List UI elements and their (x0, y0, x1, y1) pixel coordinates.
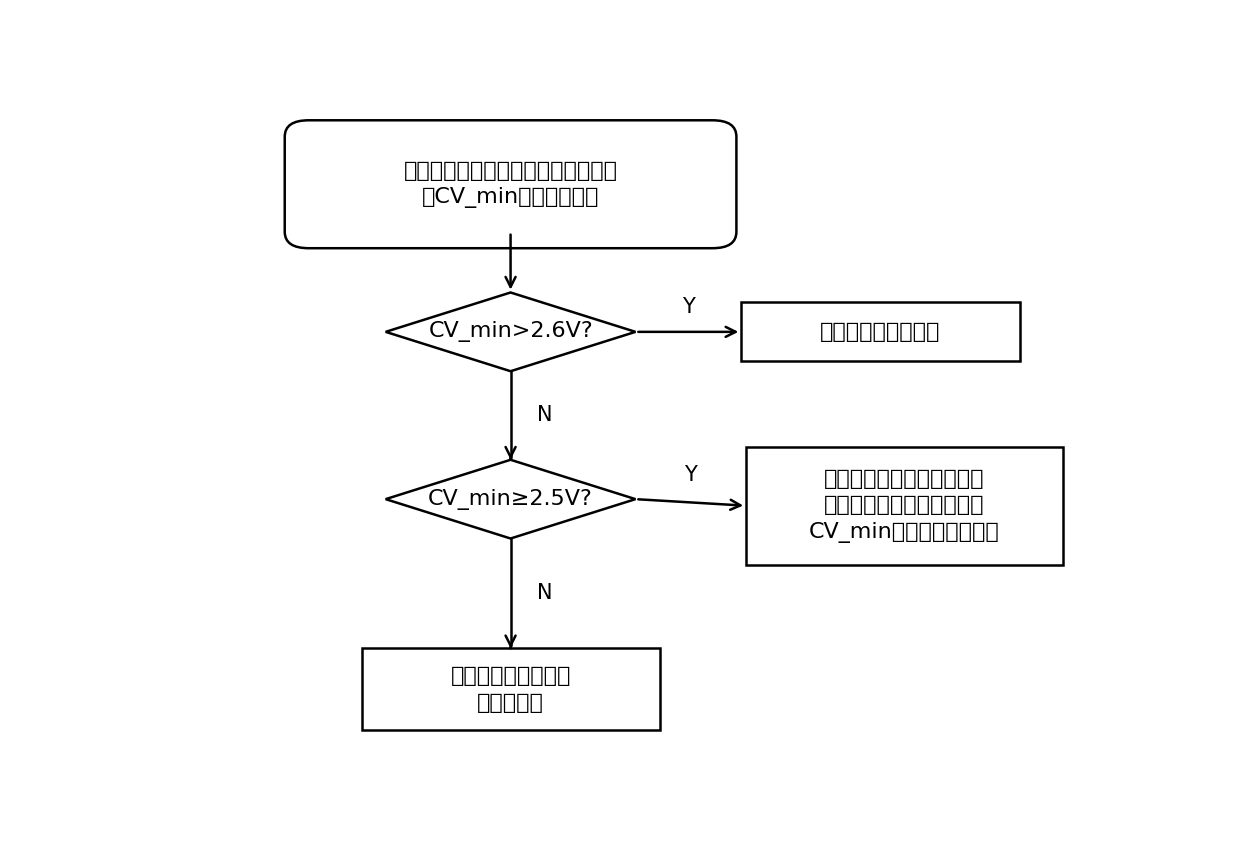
FancyBboxPatch shape (285, 120, 737, 248)
Text: 电子控制单元发出停
止放电指令: 电子控制单元发出停 止放电指令 (450, 666, 570, 712)
Polygon shape (386, 460, 635, 538)
Bar (746, 446, 1063, 565)
Bar (362, 648, 660, 730)
Text: 电子控制单元不动作: 电子控制单元不动作 (821, 322, 941, 342)
Bar (742, 302, 1019, 361)
Polygon shape (386, 292, 635, 371)
Text: N: N (537, 584, 553, 603)
Text: N: N (537, 406, 553, 425)
Text: CV_min≥2.5V?: CV_min≥2.5V? (428, 489, 593, 509)
Text: Y: Y (684, 464, 697, 485)
Text: Y: Y (682, 297, 694, 318)
Text: 电子控制单元根据单体电芯的最小电
压CV_min控制放电功率: 电子控制单元根据单体电芯的最小电 压CV_min控制放电功率 (403, 160, 618, 208)
Text: CV_min>2.6V?: CV_min>2.6V? (428, 321, 593, 343)
Text: 电子控制单元发出限制放电
功率指令，使放电功率随着
CV_min的减小而线性减小: 电子控制单元发出限制放电 功率指令，使放电功率随着 CV_min的减小而线性减小 (810, 469, 999, 543)
